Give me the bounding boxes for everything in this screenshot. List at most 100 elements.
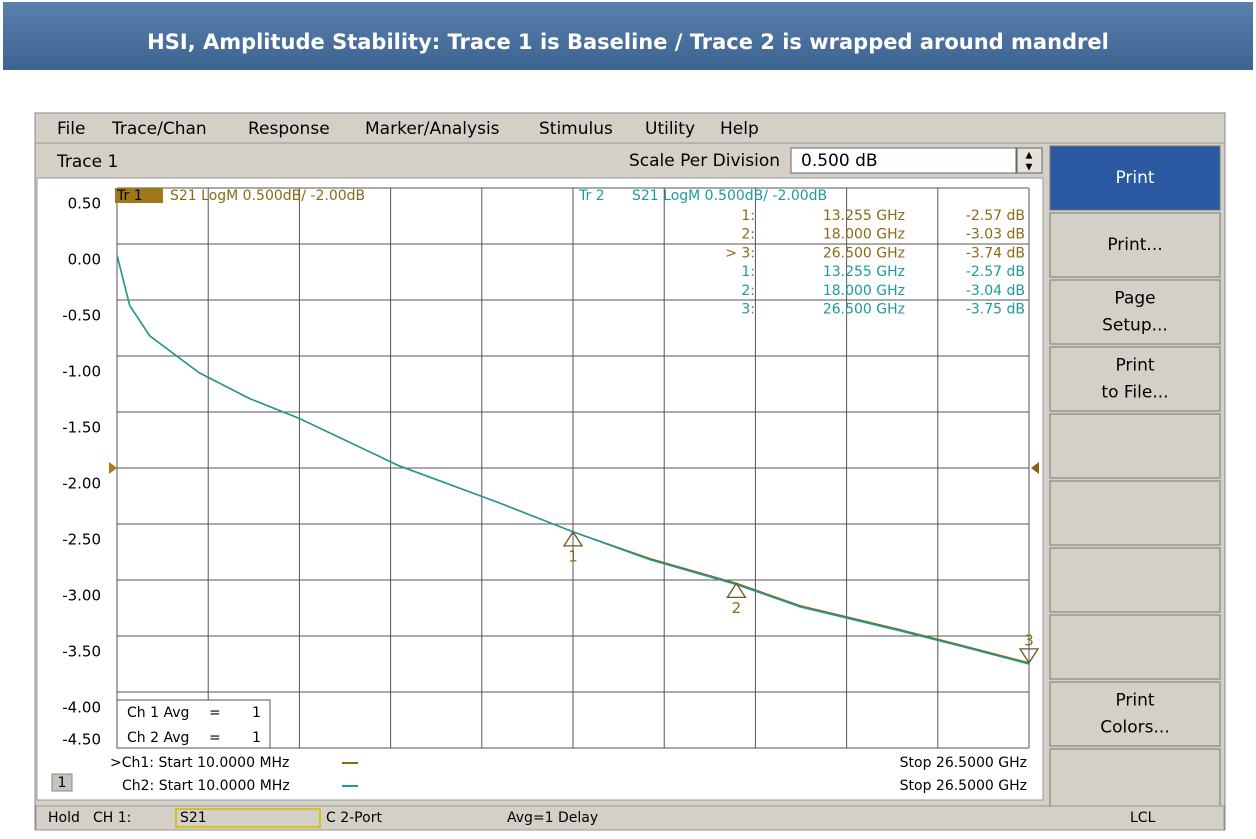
softkey-label: to File... <box>1101 383 1168 403</box>
menu-item[interactable]: Marker/Analysis <box>365 119 500 139</box>
avg-eq: = <box>209 730 221 746</box>
marker-readout: 3: <box>741 302 755 318</box>
marker-readout: > 3: <box>725 245 755 261</box>
status-field <box>175 808 321 828</box>
menu-item[interactable]: File <box>57 119 85 139</box>
marker-readout: -3.04 dB <box>966 283 1025 299</box>
avg-box <box>116 699 271 749</box>
menu-item[interactable]: Response <box>248 119 330 139</box>
channel-stop: Stop 26.5000 GHz <box>900 778 1027 794</box>
softkey-label: Print... <box>1107 235 1162 255</box>
softkey[interactable] <box>1049 346 1221 412</box>
softkey-label: Setup... <box>1102 316 1168 336</box>
marker-readout: 2: <box>741 283 755 299</box>
softkey[interactable] <box>1049 547 1221 613</box>
spin-up[interactable]: ▲ <box>1026 151 1033 161</box>
marker-readout: 13.255 GHz <box>823 208 905 224</box>
series-description: S21 LogM 0.500dB/ -2.00dB <box>632 188 827 204</box>
marker-readout: -2.57 dB <box>966 264 1025 280</box>
status-text: S21 <box>180 810 207 826</box>
y-tick-label: -0.50 <box>62 307 101 325</box>
marker-readout: 26.500 GHz <box>823 245 905 261</box>
status-text: CH 1: <box>93 810 131 826</box>
plot-frame <box>36 177 1044 801</box>
softkey[interactable] <box>1049 145 1221 211</box>
avg-eq: = <box>209 705 221 721</box>
spin-button[interactable] <box>1016 147 1043 174</box>
reference-marker <box>1031 462 1039 474</box>
menu-item[interactable]: Help <box>720 119 759 139</box>
marker-readout: 1: <box>741 208 755 224</box>
marker-readout: 18.000 GHz <box>823 283 905 299</box>
status-items: Hold CH 1: S21 C 2-Port Avg=1 Delay LCL <box>48 808 1156 828</box>
softkey-label: Colors... <box>1100 718 1169 738</box>
marker-label: 3 <box>1024 631 1034 649</box>
softkey[interactable] <box>1049 681 1221 747</box>
softkey[interactable] <box>1049 480 1221 546</box>
y-tick-label: -3.50 <box>62 643 101 661</box>
reference-marker <box>109 462 117 474</box>
marker-readout: -2.57 dB <box>966 208 1025 224</box>
series-name: Tr 1 <box>116 188 143 204</box>
y-tick-label: -1.00 <box>62 363 101 381</box>
y-tick-label: 0.00 <box>68 251 101 269</box>
y-tick-label: -3.00 <box>62 587 101 605</box>
series-description: S21 LogM 0.500dB/ -2.00dB <box>170 188 365 204</box>
channel-number: 1 <box>58 775 67 791</box>
softkeys: Print Print... Page Setup... Print to File...… <box>1049 145 1221 814</box>
plot: 0.50 0.00 -0.50 -1.00 -1.50 -2.00 -2.50 -3.00 -3… <box>51 187 1040 794</box>
avg-value: 1 <box>252 705 261 721</box>
active-trace: Trace 1 <box>56 152 118 172</box>
channel-start: Ch2: Start 10.0000 MHz <box>122 778 290 794</box>
trace-line <box>116 255 1030 665</box>
marker-readout: 2: <box>741 227 755 243</box>
menu-item[interactable]: Stimulus <box>539 119 613 139</box>
trace-tag <box>115 188 163 203</box>
softkey-label: Page <box>1114 289 1155 309</box>
y-tick-label: -2.00 <box>62 475 101 493</box>
series-name: Tr 2 <box>578 188 605 204</box>
marker <box>726 582 747 599</box>
marker-readout: -3.03 dB <box>966 227 1025 243</box>
avg-label: Ch 1 Avg <box>127 705 189 721</box>
marker-readout: 13.255 GHz <box>823 264 905 280</box>
status-text: LCL <box>1130 810 1156 826</box>
marker-readout: 1: <box>741 264 755 280</box>
y-tick-label: 0.50 <box>68 195 101 213</box>
scale-input[interactable] <box>790 147 1017 174</box>
menu-bar: File Trace/Chan Response Marker/Analysis Sti… <box>57 119 759 139</box>
softkey-label: Print <box>1115 168 1154 188</box>
y-tick-label: -1.50 <box>62 419 101 437</box>
softkey[interactable] <box>1049 279 1221 345</box>
spin-down[interactable]: ▼ <box>1026 163 1033 173</box>
marker-readout: -3.74 dB <box>966 245 1025 261</box>
status-text: Hold <box>48 810 80 826</box>
avg-label: Ch 2 Avg <box>127 730 189 746</box>
marker-label: 1 <box>568 547 578 565</box>
softkey[interactable] <box>1049 413 1221 479</box>
scale-label: Scale Per Division <box>629 151 780 171</box>
menu-item[interactable]: Utility <box>645 119 695 139</box>
softkey[interactable] <box>1049 614 1221 680</box>
status-text: C 2-Port <box>326 810 382 826</box>
menu-item[interactable]: Trace/Chan <box>111 119 207 139</box>
channel-stop: Stop 26.5000 GHz <box>900 755 1027 771</box>
channel-box <box>51 773 73 792</box>
status-text: Avg=1 Delay <box>507 810 598 826</box>
channel-start: >Ch1: Start 10.0000 MHz <box>110 755 289 771</box>
marker <box>1018 648 1040 665</box>
marker-readout: 26.500 GHz <box>823 302 905 318</box>
marker <box>562 530 584 547</box>
marker-label: 2 <box>732 599 742 617</box>
y-tick-label: -4.50 <box>62 731 101 749</box>
softkey-label: Print <box>1115 356 1154 376</box>
marker-readout: 18.000 GHz <box>823 227 905 243</box>
softkey[interactable] <box>1049 748 1221 814</box>
banner-title: HSI, Amplitude Stability: Trace 1 is Bas… <box>147 30 1109 54</box>
y-tick-label: -2.50 <box>62 531 101 549</box>
softkey[interactable] <box>1049 212 1221 278</box>
banner <box>3 2 1253 70</box>
softkey-label: Print <box>1115 691 1154 711</box>
avg-value: 1 <box>252 730 261 746</box>
